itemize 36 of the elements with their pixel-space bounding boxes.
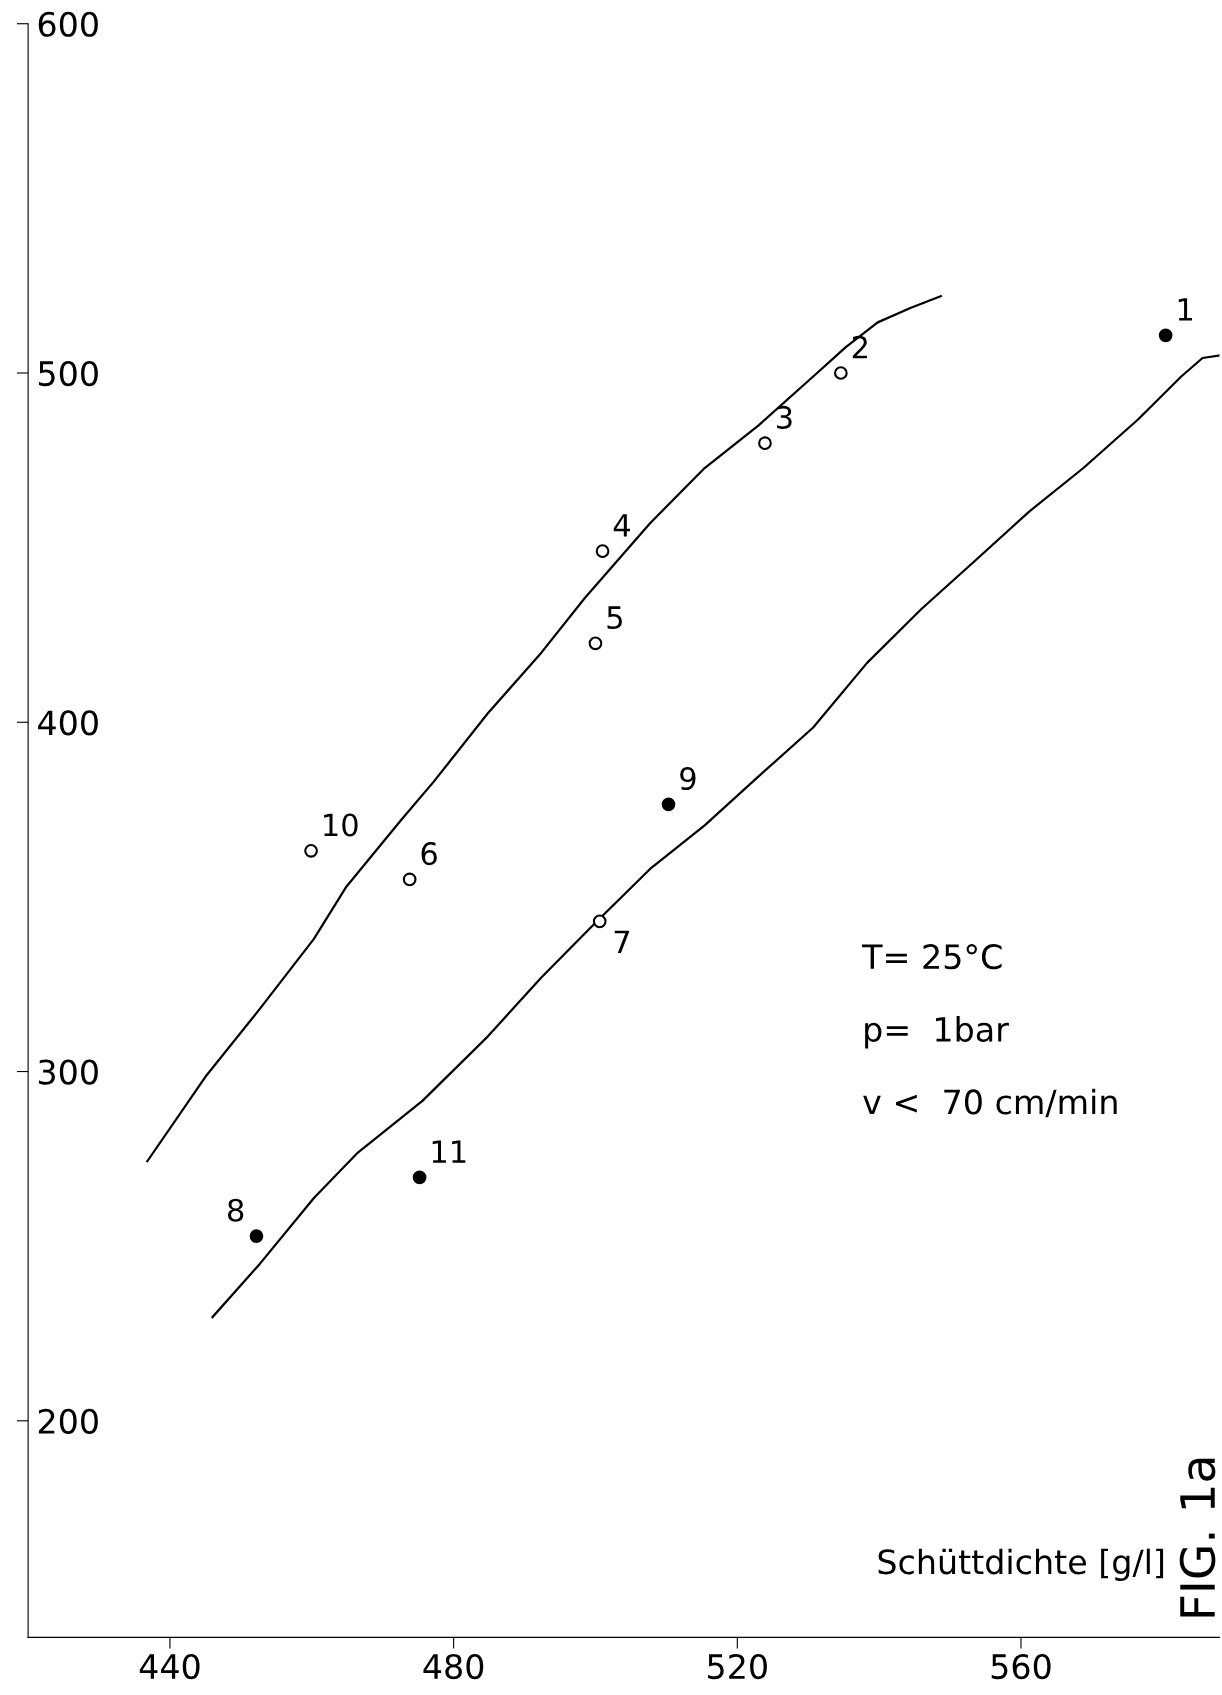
annotation: 6 <box>421 842 437 866</box>
annotation: 2 <box>852 335 867 359</box>
y-tick-label: 200 <box>38 1408 98 1434</box>
point <box>592 914 607 929</box>
point <box>412 1170 427 1185</box>
annotation: 9 <box>680 766 696 791</box>
x-tick-label: 560 <box>991 1653 1051 1680</box>
annotation: T= 25°C <box>862 944 1002 970</box>
x-tick-label: 480 <box>423 1653 484 1680</box>
point <box>661 797 676 812</box>
x-tick-label: 520 <box>708 1653 767 1680</box>
annotation: 11 <box>432 1140 466 1163</box>
point <box>833 366 848 380</box>
x-tick-label: 440 <box>139 1653 200 1680</box>
point <box>595 544 610 558</box>
point <box>402 872 417 887</box>
y-tick-label: 600 <box>38 11 98 37</box>
x-axis-title: Schüttdichte [g/l] <box>878 1548 1164 1581</box>
annotation: 7 <box>614 930 630 953</box>
annotation: v < 70 cm/min <box>863 1088 1117 1118</box>
point <box>249 1229 264 1243</box>
annotation: p= 1bar <box>865 1016 1009 1049</box>
point <box>304 843 318 858</box>
annotation: 1 <box>1178 298 1192 321</box>
point <box>588 636 603 651</box>
point <box>758 436 772 451</box>
point <box>1158 328 1173 343</box>
y-tick-label: 300 <box>38 1059 98 1085</box>
y-tick-label: 400 <box>38 710 98 736</box>
annotation: 3 <box>777 405 792 429</box>
text: FIG. 1a <box>1179 1458 1216 1617</box>
annotation: 8 <box>227 1198 244 1222</box>
annotation: 10 <box>324 813 358 837</box>
y-tick-label: 500 <box>39 360 98 387</box>
annotation: 4 <box>613 514 630 537</box>
annotation: 5 <box>607 606 622 630</box>
